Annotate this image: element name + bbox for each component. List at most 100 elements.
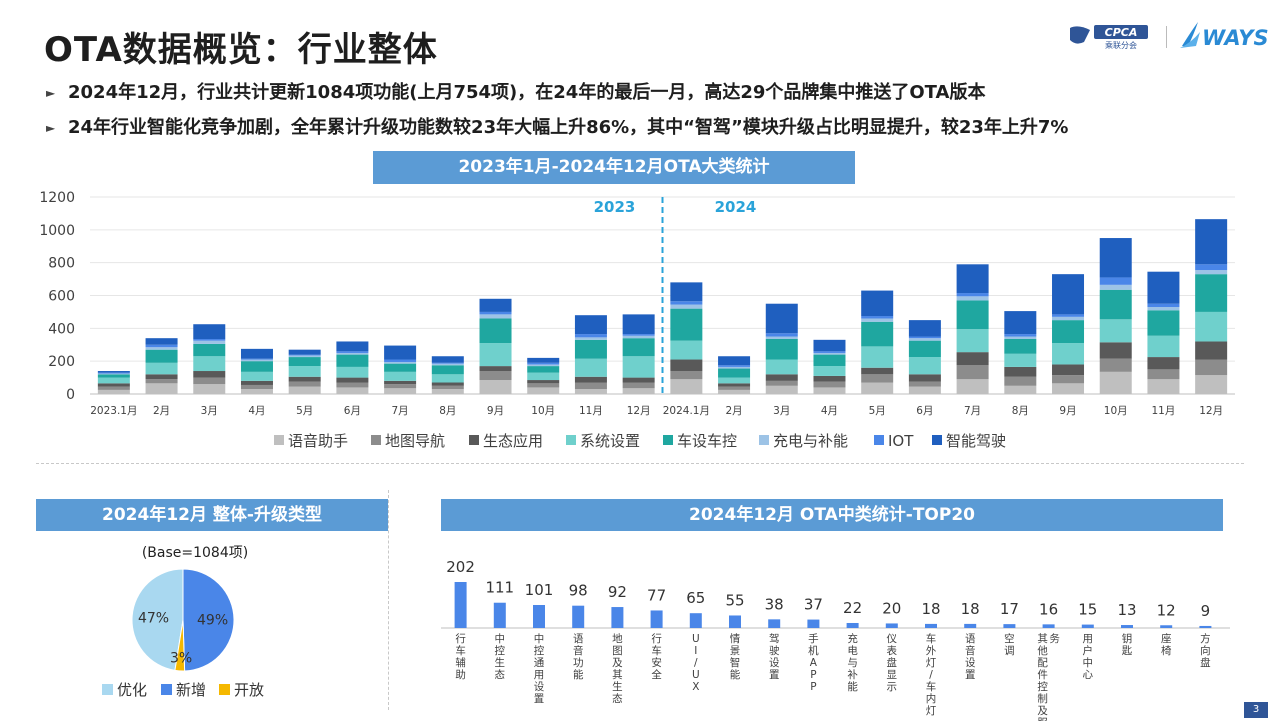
bar-segment	[1052, 274, 1085, 315]
bar-segment	[240, 380, 273, 385]
bar-segment	[384, 384, 417, 389]
bar-segment	[1052, 383, 1085, 394]
bar-segment	[765, 339, 798, 360]
bar	[650, 610, 663, 628]
bar-segment	[908, 386, 941, 394]
bar-segment	[908, 357, 941, 375]
bar-segment	[670, 379, 703, 394]
bar-segment	[479, 371, 512, 381]
y-tick-label: 0	[66, 387, 75, 403]
bar-segment	[1195, 219, 1228, 265]
bar-segment	[574, 376, 607, 383]
bar-segment	[670, 304, 703, 309]
bar-segment	[479, 314, 512, 319]
x-category-label: 手机 A P P	[808, 632, 819, 693]
x-tick-label: 7月	[392, 405, 409, 417]
bar-segment	[527, 357, 560, 363]
bar-segment	[1052, 364, 1085, 376]
bar-segment	[336, 354, 369, 367]
legend-swatch	[932, 435, 942, 445]
x-category-label: 语音功能	[573, 633, 584, 681]
bar-segment	[670, 340, 703, 360]
bar	[454, 582, 467, 628]
bar-segment	[574, 389, 607, 394]
bar-segment	[718, 386, 751, 390]
bar	[1081, 624, 1094, 628]
bar-segment	[1004, 353, 1037, 367]
x-category-label: 座椅	[1161, 632, 1172, 657]
bar-segment	[861, 374, 894, 383]
bar-segment	[1004, 385, 1037, 394]
bar-segment	[479, 298, 512, 312]
bar-segment	[336, 351, 369, 353]
bar-segment	[97, 383, 130, 387]
bar-value-label: 18	[921, 600, 940, 618]
bar-segment	[1147, 306, 1180, 311]
bar-segment	[1147, 271, 1180, 304]
page-title: OTA数据概览：行业整体	[44, 30, 438, 70]
x-category-label: 用户中心	[1083, 633, 1094, 681]
bar-segment	[145, 338, 178, 345]
bar-segment	[1195, 359, 1228, 376]
x-category-label: 中控通用设置	[534, 632, 545, 705]
bullet-2-text: 24年行业智能化竞争加剧，全年累计升级功能数较23年大幅上升86%，其中“智驾”…	[68, 117, 1069, 138]
bar-value-label: 18	[961, 600, 980, 618]
bar-segment	[384, 380, 417, 385]
bar-segment	[622, 377, 655, 383]
x-tick-label: 12月	[1199, 405, 1223, 417]
year-label-2023: 2023	[594, 198, 636, 216]
bar-segment	[288, 381, 321, 387]
x-tick-label: 4月	[821, 405, 838, 417]
bar-segment	[431, 363, 464, 366]
bar-value-label: 22	[843, 599, 862, 617]
bullet-2: ► 24年行业智能化竞争加剧，全年累计升级功能数较23年大幅上升86%，其中“智驾…	[46, 113, 1068, 139]
bar-segment	[718, 383, 751, 387]
legend-label: 充电与补能	[773, 432, 848, 450]
bar-segment	[1195, 270, 1228, 275]
cpca-logo-subtext: 乘联分会	[1105, 40, 1137, 50]
x-category-label: 情景智能	[730, 632, 741, 681]
bar-segment	[479, 343, 512, 367]
bar-segment	[1099, 342, 1132, 359]
bar-value-label: 38	[765, 595, 784, 613]
x-tick-label: 3月	[201, 405, 218, 417]
logo-separator	[1166, 26, 1167, 48]
x-category-label: 充电与补能	[847, 632, 858, 693]
bar-segment	[527, 362, 560, 365]
bar-segment	[908, 340, 941, 358]
legend-swatch	[663, 435, 673, 445]
page-number: 3	[1244, 702, 1268, 718]
bar-segment	[813, 381, 846, 388]
bar-segment	[1004, 336, 1037, 340]
bar	[689, 613, 702, 628]
bar-segment	[145, 379, 178, 384]
bar	[493, 602, 506, 628]
bar-segment	[718, 365, 751, 367]
bar-segment	[670, 282, 703, 302]
x-category-label: 驾驶设置	[769, 633, 780, 681]
bar-segment	[431, 356, 464, 363]
pie-data-label: 3%	[170, 651, 192, 667]
x-tick-label: 10月	[531, 405, 555, 417]
bar-segment	[813, 366, 846, 376]
bar-segment	[765, 333, 798, 337]
x-tick-label: 6月	[916, 405, 933, 417]
bar	[964, 623, 977, 628]
bar-segment	[765, 374, 798, 381]
legend-swatch	[469, 435, 479, 445]
legend-swatch	[759, 435, 769, 445]
bar-segment	[765, 359, 798, 375]
bar-value-label: 9	[1201, 602, 1211, 620]
bar-segment	[288, 376, 321, 382]
bar-segment	[479, 380, 512, 394]
bar	[807, 619, 820, 628]
bar-value-label: 92	[608, 583, 627, 601]
bar	[925, 623, 937, 628]
bar-segment	[384, 361, 417, 364]
pie-legend-swatch	[102, 684, 113, 695]
bar-segment	[574, 382, 607, 390]
bar-segment	[574, 358, 607, 377]
bar-value-label: 55	[725, 591, 744, 609]
bar-segment	[861, 290, 894, 317]
bar-segment	[384, 345, 417, 360]
